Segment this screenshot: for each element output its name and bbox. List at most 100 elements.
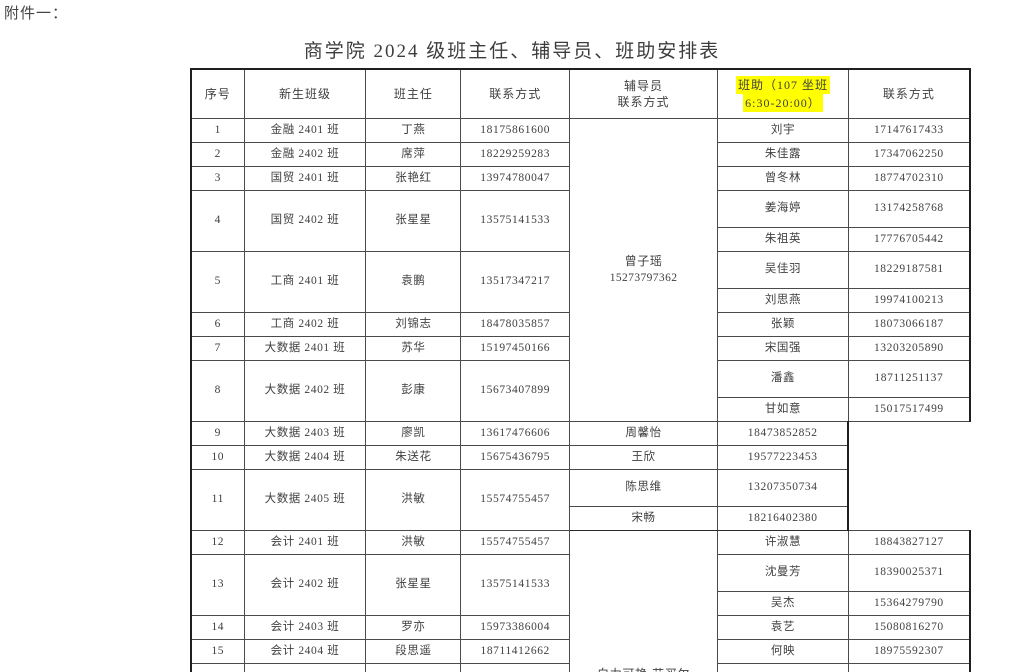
table-row: 甘如意 15017517499 (191, 397, 971, 422)
cell-seq: 5 (189, 251, 245, 313)
table-row: 6 工商 2402 班 刘锦志 18478035857 张颖 180730661… (189, 312, 971, 337)
cell-teacher-phone: 15873406981 (460, 663, 570, 672)
assistant-header-line2: 6:30-20:00） (743, 94, 823, 112)
cell-assistant: 刘宇 (717, 118, 849, 143)
cell-class: 国贸 2401 班 (243, 166, 367, 191)
cell-assistant: 袁艺 (717, 615, 849, 640)
cell-assistant: 沈曼芳 (717, 554, 849, 592)
cell-teacher-phone: 15675436795 (460, 445, 570, 470)
cell-assistant: 朱祖英 (717, 227, 849, 252)
attachment-label: 附件一： (4, 6, 69, 22)
cell-teacher-phone: 15973386004 (460, 615, 570, 640)
cell-seq: 12 (189, 530, 245, 555)
cell-teacher-phone: 18478035857 (460, 312, 570, 337)
cell-assistant: 朱佳露 (717, 142, 849, 167)
cell-class: 会计 2402 班 (243, 554, 367, 616)
cell-class: 大数据 2405 班 (243, 469, 367, 531)
cell-assistant: 王欣 (568, 445, 719, 470)
table-row: 朱祖英 17776705442 (191, 227, 971, 252)
table-row: 11 大数据 2405 班 洪敏 15574755457 陈思维 1320735… (189, 469, 970, 531)
cell-assistant: 刘思燕 (717, 288, 849, 313)
adviser-header-line2: 联系方式 (617, 95, 670, 109)
assistant-header-line1: 班助（107 坐班 (735, 76, 830, 94)
cell-teacher: 彭康 (365, 360, 462, 422)
cell-adviser-1: 曾子瑶 15273797362 (568, 118, 719, 422)
column-header-seq: 序号 (189, 68, 245, 119)
cell-assistant: 曾冬林 (717, 166, 849, 191)
cell-assistant-phone: 13207350734 (717, 469, 850, 507)
cell-teacher: 张星星 (365, 554, 462, 616)
cell-teacher-phone: 15673407899 (460, 360, 570, 422)
column-header-adviser: 辅导员 联系方式 (568, 68, 719, 119)
cell-class: 会计 2401 班 (243, 530, 367, 555)
cell-teacher: 洪敏 (365, 530, 462, 555)
cell-assistant-phone: 18774702310 (847, 166, 971, 191)
cell-teacher: 张星星 (365, 190, 462, 252)
cell-class: 工商 2402 班 (243, 312, 367, 337)
cell-class: 会计 2404 班 (243, 639, 367, 664)
cell-class: 大数据 2403 班 (243, 421, 367, 446)
cell-assistant-phone: 19577223453 (717, 445, 850, 470)
cell-assistant: 潘鑫 (717, 360, 849, 398)
cell-teacher: 洪敏 (365, 469, 462, 531)
column-header-class: 新生班级 (243, 68, 367, 119)
cell-teacher-phone: 15197450166 (460, 336, 570, 361)
cell-seq: 3 (189, 166, 245, 191)
table-row: 3 国贸 2401 班 张艳红 13974780047 曾冬林 18774702… (189, 166, 971, 191)
cell-seq: 10 (189, 445, 245, 470)
cell-assistant: 许淑慧 (717, 530, 849, 555)
cell-assistant-phone: 18843827127 (847, 530, 971, 555)
adviser-phone: 15273797362 (609, 272, 678, 285)
cell-assistant-phone: 18473852852 (717, 421, 850, 446)
table-row: 12 会计 2401 班 洪敏 15574755457 白力可艳·艾买尔 156… (189, 530, 971, 672)
page-title: 商学院 2024 级班主任、辅导员、班助安排表 (303, 41, 721, 62)
cell-seq: 1 (189, 118, 245, 143)
adviser-name: 白力可艳·艾买尔 (597, 667, 690, 672)
cell-teacher-phone: 18711412662 (460, 639, 570, 664)
cell-class: 会计 2405 班 (243, 663, 367, 672)
cell-teacher: 罗亦 (365, 615, 462, 640)
cell-class: 国贸 2402 班 (243, 190, 367, 252)
arrangement-table-wrapper: 序号 新生班级 班主任 联系方式 辅导员 联系方式 班助（107 坐班 6:30… (189, 68, 971, 672)
cell-teacher-phone: 13575141533 (460, 554, 570, 616)
cell-assistant: 宋畅 (568, 506, 719, 531)
cell-teacher: 段思遥 (365, 639, 462, 664)
table-row: 吴杰 15364279790 (191, 591, 971, 616)
table-row: 4 国贸 2402 班 张星星 13575141533 姜海婷 13174258… (189, 190, 971, 252)
cell-teacher: 夏明芳 (365, 663, 462, 672)
column-header-head-teacher: 班主任 (365, 68, 462, 119)
cell-teacher: 廖凯 (365, 421, 462, 446)
cell-class: 大数据 2402 班 (243, 360, 367, 422)
column-header-contact-assistant: 联系方式 (847, 68, 971, 119)
adviser-header-line1: 辅导员 (624, 78, 664, 93)
cell-assistant-phone: 17776705442 (847, 227, 971, 252)
adviser-name: 曾子瑶 (624, 254, 663, 269)
cell-teacher: 苏华 (365, 336, 462, 361)
cell-teacher-phone: 13517347217 (460, 251, 570, 313)
cell-assistant: 周馨怡 (568, 421, 719, 446)
cell-assistant: 宋国强 (717, 336, 849, 361)
table-row: 10 大数据 2404 班 朱送花 15675436795 王欣 1957722… (189, 445, 970, 470)
cell-teacher: 袁鹏 (365, 251, 462, 313)
cell-assistant-phone: 19974100213 (847, 288, 971, 313)
cell-assistant: 吴佳羽 (717, 251, 849, 289)
table-row: 1 金融 2401 班 丁燕 18175861600 曾子瑶 152737973… (189, 118, 971, 422)
cell-assistant-phone: 15017517499 (847, 397, 971, 422)
cell-teacher: 丁燕 (365, 118, 462, 143)
table-row: 16 会计 2405 班 夏明芳 15873406981 徐秋燕 1347198… (189, 663, 971, 672)
cell-teacher-phone: 13617476606 (460, 421, 570, 446)
table-row: 8 大数据 2402 班 彭康 15673407899 潘鑫 187112511… (189, 360, 971, 422)
table-header-row: 序号 新生班级 班主任 联系方式 辅导员 联系方式 班助（107 坐班 6:30… (189, 68, 971, 119)
cell-assistant-phone: 18216402380 (717, 506, 850, 531)
cell-teacher-phone: 13974780047 (460, 166, 570, 191)
cell-assistant-phone: 18229187581 (847, 251, 971, 289)
cell-assistant: 张颖 (717, 312, 849, 337)
cell-seq: 11 (189, 469, 245, 531)
cell-adviser-2: 白力可艳·艾买尔 15675424266 (568, 530, 719, 672)
cell-seq: 15 (189, 639, 245, 664)
column-header-assistant: 班助（107 坐班 6:30-20:00） (717, 68, 849, 119)
cell-assistant-phone: 18390025371 (847, 554, 971, 592)
table-row: 刘思燕 19974100213 (191, 288, 971, 313)
table-row: 5 工商 2401 班 袁鹏 13517347217 吴佳羽 182291875… (189, 251, 971, 313)
